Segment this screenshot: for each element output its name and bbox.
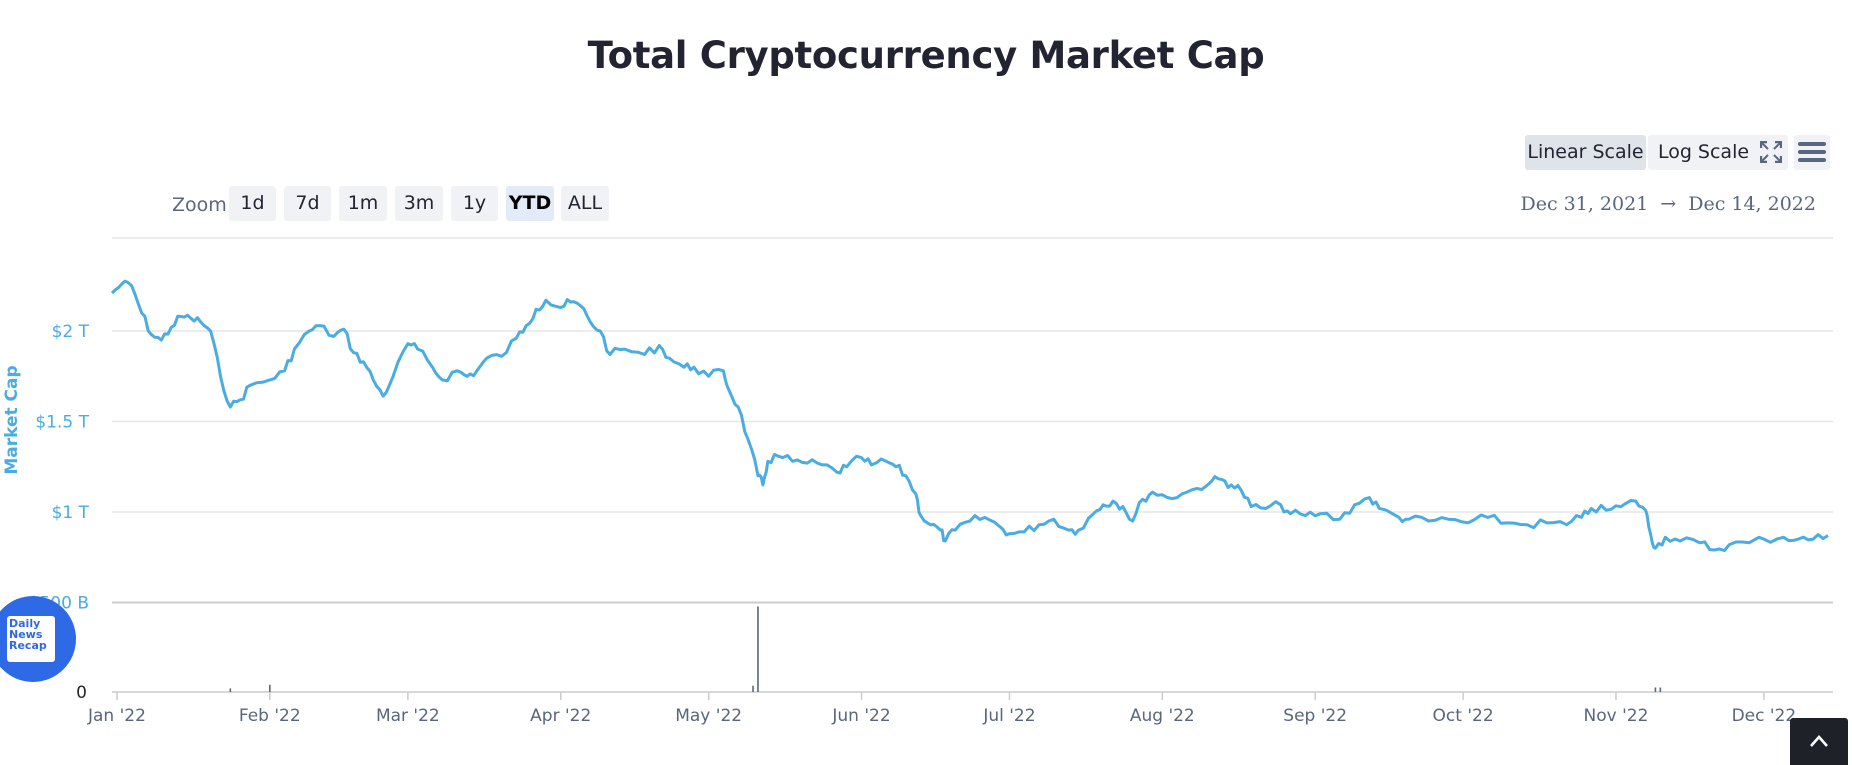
- linear-scale-button[interactable]: Linear Scale: [1525, 135, 1646, 170]
- badge-text-1: Daily: [9, 617, 41, 630]
- market-cap-line[interactable]: [110, 279, 1829, 553]
- x-tick-label: Sep '22: [1283, 706, 1347, 726]
- zoom-1m-button[interactable]: 1m: [339, 186, 387, 221]
- hamburger-menu-icon: [1798, 142, 1826, 162]
- scroll-to-top-button[interactable]: [1790, 718, 1848, 765]
- zoom-all-button[interactable]: ALL: [561, 186, 609, 221]
- chevron-up-icon: [1810, 735, 1828, 747]
- range-start-date[interactable]: Dec 31, 2021: [1520, 193, 1649, 215]
- y-axis-title: Market Cap: [2, 365, 22, 474]
- chart-menu-button[interactable]: [1794, 135, 1830, 170]
- date-range: Dec 31, 2021 → Dec 14, 2022: [1515, 193, 1822, 215]
- grid-lines: [112, 237, 1833, 604]
- x-tick-label: Dec '22: [1732, 706, 1797, 726]
- badge-text-2: News: [9, 628, 43, 641]
- volume-panel: 0: [76, 606, 1833, 703]
- range-end-date[interactable]: Dec 14, 2022: [1688, 193, 1816, 215]
- zoom-3m-button[interactable]: 3m: [395, 186, 443, 221]
- range-arrow: →: [1660, 193, 1677, 215]
- daily-news-recap-badge[interactable]: Daily News Recap: [0, 596, 76, 682]
- y-axis-ticks: $2 T$1.5 T$1 T$500 B: [29, 322, 90, 614]
- x-tick-label: Mar '22: [376, 706, 440, 726]
- x-tick-label: Oct '22: [1433, 706, 1494, 726]
- x-tick-label: Jul '22: [982, 706, 1035, 726]
- fullscreen-button[interactable]: [1754, 135, 1788, 170]
- x-tick-label: Jun '22: [831, 706, 890, 726]
- x-tick-label: Nov '22: [1584, 706, 1649, 726]
- x-axis-ticks: Jan '22 Feb '22 Mar '22 Apr '22 May '22 Jun '…: [87, 692, 1796, 726]
- y-tick-label: $2 T: [52, 322, 90, 342]
- zoom-label: Zoom: [172, 194, 227, 216]
- x-tick-label: Feb '22: [239, 706, 301, 726]
- zoom-7d-button[interactable]: 7d: [284, 186, 331, 221]
- volume-tick-label: 0: [76, 683, 87, 703]
- zoom-1d-button[interactable]: 1d: [229, 186, 276, 221]
- badge-text-3: Recap: [9, 639, 47, 652]
- x-tick-label: Jan '22: [87, 706, 146, 726]
- x-tick-label: May '22: [675, 706, 742, 726]
- x-tick-label: Aug '22: [1130, 706, 1195, 726]
- log-scale-button[interactable]: Log Scale: [1648, 135, 1759, 170]
- y-tick-label: $1 T: [52, 503, 90, 523]
- zoom-1y-button[interactable]: 1y: [451, 186, 498, 221]
- y-tick-label: $1.5 T: [35, 413, 89, 433]
- chart-title: Total Cryptocurrency Market Cap: [587, 34, 1265, 77]
- badge-logo: Daily News Recap: [7, 616, 55, 662]
- fullscreen-icon: [1759, 140, 1783, 164]
- x-tick-label: Apr '22: [530, 706, 591, 726]
- zoom-ytd-button[interactable]: YTD: [506, 186, 554, 221]
